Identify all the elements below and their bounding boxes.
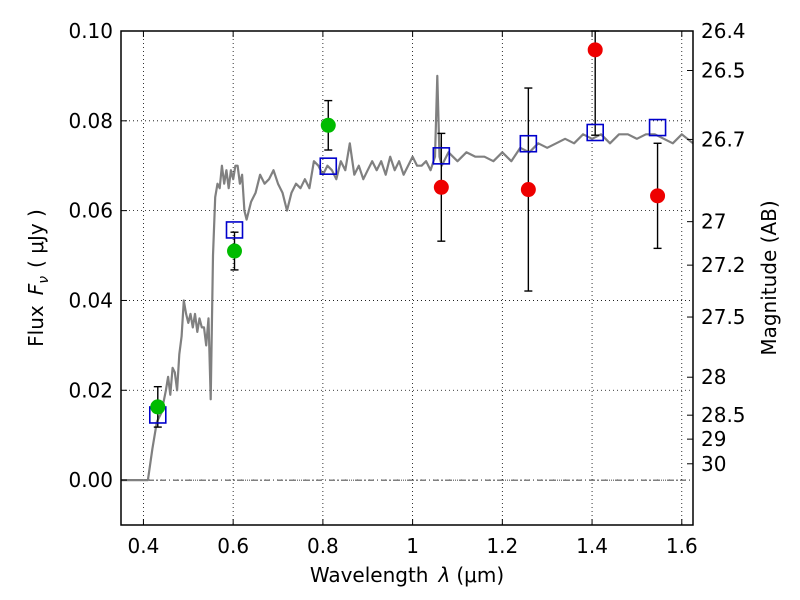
observed-point bbox=[433, 179, 449, 195]
x-tick-label: 0.6 bbox=[217, 534, 249, 558]
model-point bbox=[319, 157, 338, 175]
observed-point bbox=[520, 182, 536, 198]
model-point bbox=[225, 221, 244, 239]
magnitude-tick-label: 27.2 bbox=[701, 253, 746, 277]
model-point bbox=[648, 118, 667, 137]
model-point bbox=[519, 134, 538, 153]
y-tick-label: 0.06 bbox=[68, 199, 113, 223]
observed-point bbox=[150, 399, 166, 415]
model-point bbox=[586, 123, 604, 142]
x-tick-label: 1.2 bbox=[486, 534, 518, 558]
y-tick-label: 0.00 bbox=[68, 468, 113, 492]
x-tick-label: 1 bbox=[406, 534, 419, 558]
x-tick-label: 1.6 bbox=[666, 534, 698, 558]
x-tick-label: 1.4 bbox=[576, 534, 608, 558]
magnitude-tick-label: 26.7 bbox=[701, 127, 746, 151]
grid-lines bbox=[121, 30, 693, 525]
y-tick-label: 0.08 bbox=[68, 109, 113, 133]
x-tick-label: 0.8 bbox=[307, 534, 339, 558]
x-axis-label: Wavelength λ (μm) bbox=[310, 563, 504, 587]
model-spectrum bbox=[121, 74, 694, 482]
magnitude-tick-label: 28.5 bbox=[701, 403, 746, 427]
observed-photometry-points bbox=[150, 42, 666, 415]
observed-point bbox=[320, 117, 336, 133]
spectrum-line bbox=[121, 74, 694, 482]
y-tick-label: 0.10 bbox=[68, 19, 113, 43]
observed-point bbox=[227, 243, 243, 259]
error-bars bbox=[153, 30, 662, 428]
axis-ticks: 0.4 0.6 0.8 1 1.2 1.4 1.6 0.00 0.02 0.04 0.06 0.08 0… bbox=[68, 19, 745, 558]
model-point bbox=[432, 147, 451, 165]
y-tick-label: 0.02 bbox=[68, 378, 113, 402]
magnitude-axis-label: Magnitude (AB) bbox=[757, 200, 781, 355]
magnitude-tick-label: 27 bbox=[701, 210, 726, 234]
observed-point bbox=[587, 42, 603, 58]
y-axis-label: FluxFν( μJy ) bbox=[24, 209, 52, 347]
magnitude-tick-label: 30 bbox=[701, 452, 726, 476]
plot-frame bbox=[120, 30, 694, 526]
magnitude-tick-label: 29 bbox=[701, 427, 726, 451]
y-tick-label: 0.04 bbox=[68, 288, 113, 312]
magnitude-tick-label: 26.5 bbox=[701, 59, 746, 83]
observed-point bbox=[650, 188, 666, 204]
magnitude-tick-label: 26.4 bbox=[701, 19, 746, 43]
magnitude-tick-label: 28 bbox=[701, 365, 726, 389]
x-tick-label: 0.4 bbox=[128, 534, 160, 558]
magnitude-tick-label: 27.5 bbox=[701, 305, 746, 329]
